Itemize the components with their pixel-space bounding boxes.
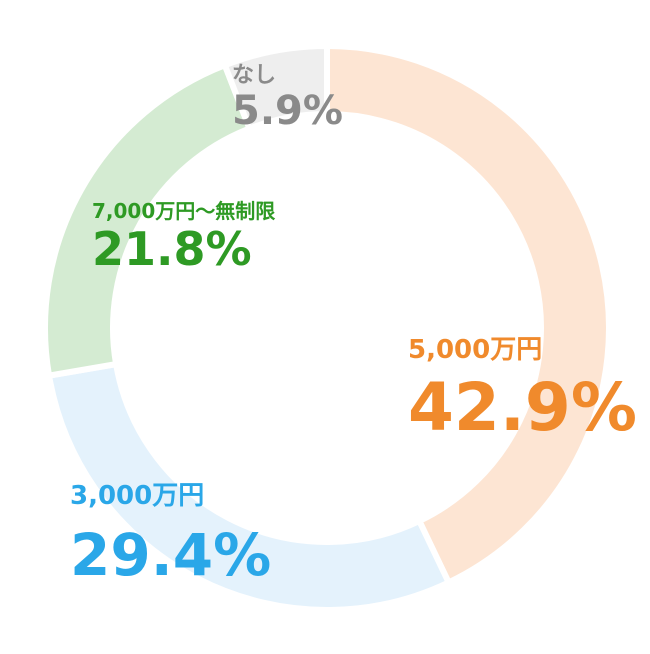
category-label: 5,000万円 xyxy=(408,335,542,365)
value-label: 5.9% xyxy=(232,88,343,134)
donut-segment xyxy=(220,42,330,133)
value-label: 21.8% xyxy=(92,222,252,276)
value-label: 29.4% xyxy=(70,521,271,589)
category-label: なし xyxy=(232,63,276,88)
donut-segment xyxy=(45,360,453,613)
category-label: 7,000万円〜無制限 xyxy=(92,199,275,223)
value-label: 42.9% xyxy=(408,369,637,446)
category-label: 3,000万円 xyxy=(70,481,204,511)
donut-segment xyxy=(324,42,612,587)
